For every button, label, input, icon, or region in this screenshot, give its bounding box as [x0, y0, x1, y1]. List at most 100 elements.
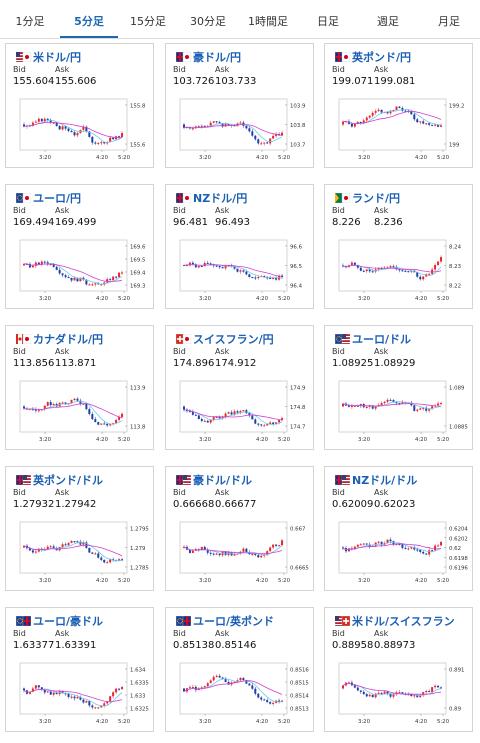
rate-card[interactable]: ランド/円 Bid Ask 8.226 8.236 8.24 8.23 8.22 3:…: [324, 184, 473, 309]
rate-card[interactable]: NZドル/ドル Bid Ask 0.62009 0.62023 0.6204 0.…: [324, 466, 473, 591]
mini-candlestick-chart[interactable]: 0.891 0.89 3:20 4:20 5:20: [330, 657, 468, 731]
candle-body: [269, 138, 272, 144]
rate-card[interactable]: カナダドル/円 Bid Ask 113.856 113.871 113.9 113…: [5, 325, 154, 450]
pair-name-link[interactable]: 豪ドル/ドル: [193, 474, 253, 487]
ask-label: Ask: [215, 206, 230, 215]
candle-body: [257, 693, 260, 698]
candle-body: [401, 692, 404, 694]
mini-candlestick-chart[interactable]: 96.6 96.5 96.4 3:20 4:20 5:20: [171, 234, 309, 308]
pair-name-link[interactable]: ランド/円: [352, 192, 401, 205]
candle-body: [383, 691, 386, 694]
pair-name-link[interactable]: カナダドル/円: [33, 333, 104, 346]
candle-body: [70, 130, 73, 133]
bid-label: Bid: [173, 206, 186, 215]
pair-name-link[interactable]: ユーロ/英ポンド: [193, 615, 275, 628]
tab-monthly[interactable]: 月足: [438, 15, 460, 28]
y-tick-label: 0.6198: [449, 556, 468, 562]
rate-card[interactable]: ユーロ/豪ドル Bid Ask 1.63377 1.63391 1.634 1.6…: [5, 607, 154, 732]
candle-body: [377, 109, 380, 112]
candle-body: [40, 687, 43, 690]
rate-card[interactable]: スイスフラン/円 Bid Ask 174.896 174.912 174.9 17…: [165, 325, 314, 450]
candle-body: [362, 120, 365, 124]
bid-label: Bid: [13, 206, 26, 215]
candle-body: [224, 551, 227, 556]
pair-name-link[interactable]: NZドル/円: [193, 192, 248, 205]
mini-candlestick-chart[interactable]: 0.6204 0.6202 0.62 0.6198 0.6196 3:20 4:20 5:20: [330, 516, 468, 590]
mini-candlestick-chart[interactable]: 1.634 1.6335 1.633 1.6325 3:20 4:20 5:20: [11, 657, 149, 731]
moving-average-long-line: [342, 543, 442, 551]
rate-card[interactable]: 米ドル/スイスフラン Bid Ask 0.88958 0.88973 0.891…: [324, 607, 473, 732]
pair-name-link[interactable]: 英ポンド/円: [352, 51, 412, 64]
tab-30min[interactable]: 30分足: [190, 15, 226, 28]
tab-1min[interactable]: 1分足: [15, 15, 45, 28]
candle-body: [437, 685, 440, 688]
candle-body: [422, 407, 425, 409]
candle-body: [260, 143, 263, 145]
candle-body: [55, 692, 58, 695]
candle-body: [380, 268, 383, 270]
candle-body: [383, 401, 386, 404]
mini-candlestick-chart[interactable]: 155.8 155.6 3:20 4:20 5:20: [11, 93, 149, 167]
mini-candlestick-chart[interactable]: 113.9 113.8 3:20 4:20 5:20: [11, 375, 149, 449]
candle-body: [413, 695, 416, 697]
candle-body: [380, 692, 383, 694]
bid-label: Bid: [13, 65, 26, 74]
candle-body: [431, 687, 434, 692]
x-tick-label: 3:20: [39, 437, 52, 443]
candle-body: [218, 122, 221, 124]
pair-name-link[interactable]: 米ドル/円: [33, 51, 82, 64]
tab-15min[interactable]: 15分足: [130, 15, 166, 28]
bid-value: 0.62009: [332, 499, 374, 510]
rate-card[interactable]: NZドル/円 Bid Ask 96.481 96.493 96.6 96.5 96.…: [165, 184, 314, 309]
pair-name-link[interactable]: スイスフラン/円: [193, 333, 274, 346]
pair-name-link[interactable]: ユーロ/円: [33, 192, 82, 205]
candle-body: [362, 543, 365, 545]
rate-card[interactable]: 英ポンド/ドル Bid Ask 1.27932 1.27942 1.2795 1.…: [5, 466, 154, 591]
moving-average-short-line: [183, 409, 283, 425]
mini-candlestick-chart[interactable]: 1.2795 1.279 1.2785 3:20 4:20 5:20: [11, 516, 149, 590]
candle-body: [377, 541, 380, 543]
rate-card[interactable]: ユーロ/ドル Bid Ask 1.08925 1.08929 1.089 1.08…: [324, 325, 473, 450]
mini-candlestick-chart[interactable]: 174.9 174.8 174.7 3:20 4:20 5:20: [171, 375, 309, 449]
tab-weekly[interactable]: 週足: [377, 15, 399, 28]
pair-name-link[interactable]: 英ポンド/ドル: [33, 474, 104, 487]
rate-card[interactable]: ユーロ/英ポンド Bid Ask 0.85138 0.85146 0.8516 0…: [165, 607, 314, 732]
candle-body: [215, 121, 218, 123]
rate-card[interactable]: 豪ドル/円 Bid Ask 103.726 103.733 103.9 103.8…: [165, 43, 314, 168]
tab-daily[interactable]: 日足: [317, 15, 339, 28]
tab-5min[interactable]: 5分足: [60, 0, 118, 38]
mini-candlestick-chart[interactable]: 0.667 0.6665 3:20 4:20 5:20: [171, 516, 309, 590]
pair-name-link[interactable]: ユーロ/豪ドル: [33, 615, 104, 628]
pair-name-link[interactable]: 米ドル/スイスフラン: [352, 615, 455, 628]
candle-body: [79, 277, 82, 282]
candle-body: [272, 422, 275, 425]
candle-body: [365, 406, 368, 408]
pair-name-link[interactable]: 豪ドル/円: [193, 51, 242, 64]
y-tick-label: 1.6335: [130, 681, 149, 687]
mini-candlestick-chart[interactable]: 199.2 199 3:20 4:20 5:20: [330, 93, 468, 167]
rate-card[interactable]: ユーロ/円 Bid Ask 169.494 169.499 169.6 169.5…: [5, 184, 154, 309]
candle-body: [203, 546, 206, 550]
candle-body: [191, 686, 194, 688]
candle-body: [275, 544, 278, 546]
candle-body: [23, 688, 25, 691]
candle-body: [121, 133, 124, 138]
mini-candlestick-chart[interactable]: 103.9 103.8 103.7 3:20 4:20 5:20: [171, 93, 309, 167]
pair-name-link[interactable]: ユーロ/ドル: [352, 333, 412, 346]
mini-candlestick-chart[interactable]: 169.6 169.5 169.4 169.3 3:20 4:20 5:20: [11, 234, 149, 308]
candle-body: [46, 546, 49, 550]
candle-body: [398, 692, 401, 694]
rate-card[interactable]: 米ドル/円 Bid Ask 155.604 155.606 155.8 155.6…: [5, 43, 154, 168]
rate-card[interactable]: 豪ドル/ドル Bid Ask 0.66668 0.66677 0.667 0.66…: [165, 466, 314, 591]
pair-name-link[interactable]: NZドル/ドル: [352, 474, 418, 487]
mini-candlestick-chart[interactable]: 1.089 1.0885 3:20 4:20 5:20: [330, 375, 468, 449]
mini-candlestick-chart[interactable]: 0.8516 0.8515 0.8514 0.8513 3:20 4:20 5:20: [171, 657, 309, 731]
candle-body: [365, 117, 368, 121]
tab-1hour[interactable]: 1時間足: [248, 15, 288, 28]
candle-body: [398, 106, 401, 109]
mini-candlestick-chart[interactable]: 8.24 8.23 8.22 3:20 4:20 5:20: [330, 234, 468, 308]
y-tick-label: 199.2: [449, 104, 464, 110]
y-tick-label: 174.7: [290, 425, 305, 431]
rate-card[interactable]: 英ポンド/円 Bid Ask 199.071 199.081 199.2 199 3…: [324, 43, 473, 168]
candle-body: [359, 544, 362, 546]
